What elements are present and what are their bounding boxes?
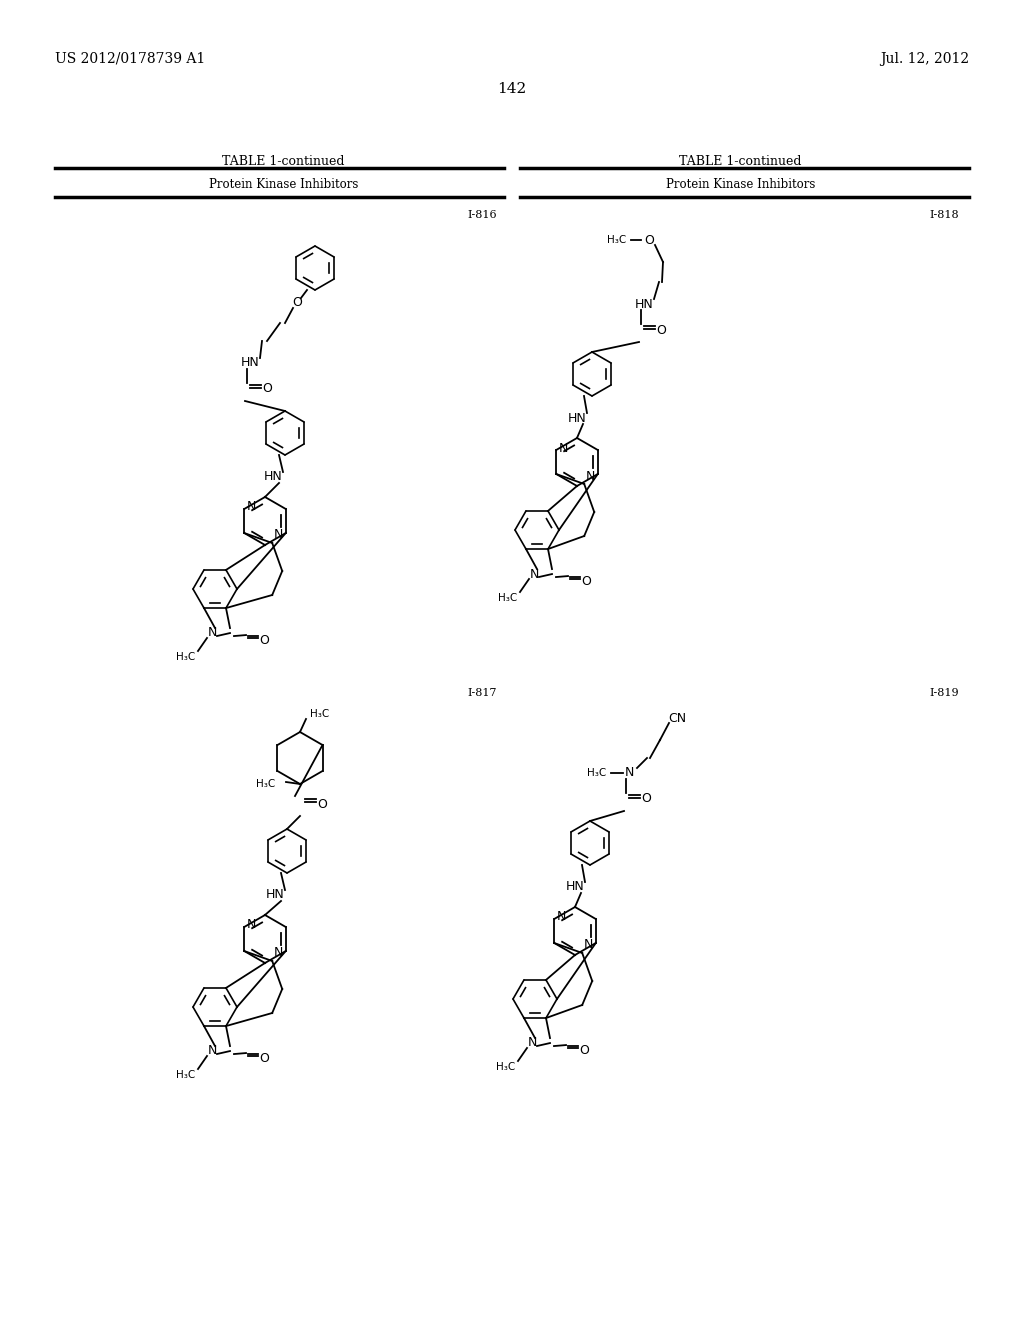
Text: O: O bbox=[581, 574, 591, 587]
Text: H₃C: H₃C bbox=[499, 593, 517, 603]
Text: N: N bbox=[586, 470, 596, 483]
Text: US 2012/0178739 A1: US 2012/0178739 A1 bbox=[55, 51, 205, 66]
Text: 142: 142 bbox=[498, 82, 526, 96]
Text: N: N bbox=[274, 946, 284, 960]
Text: CN: CN bbox=[668, 711, 686, 725]
Text: N: N bbox=[529, 568, 539, 581]
Text: O: O bbox=[259, 1052, 269, 1064]
Text: O: O bbox=[259, 634, 269, 647]
Text: N: N bbox=[527, 1036, 537, 1049]
Text: H₃C: H₃C bbox=[588, 768, 606, 777]
Text: N: N bbox=[274, 528, 284, 541]
Text: O: O bbox=[579, 1044, 589, 1056]
Text: HN: HN bbox=[565, 880, 585, 894]
Text: N: N bbox=[625, 767, 634, 780]
Text: O: O bbox=[317, 797, 327, 810]
Text: TABLE 1-continued: TABLE 1-continued bbox=[679, 154, 802, 168]
Text: N: N bbox=[558, 441, 568, 454]
Text: TABLE 1-continued: TABLE 1-continued bbox=[222, 154, 345, 168]
Text: O: O bbox=[292, 297, 302, 309]
Text: N: N bbox=[207, 1044, 217, 1057]
Text: H₃C: H₃C bbox=[176, 1071, 196, 1080]
Text: H₃C: H₃C bbox=[497, 1063, 516, 1072]
Text: O: O bbox=[641, 792, 651, 805]
Text: HN: HN bbox=[567, 412, 587, 425]
Text: H₃C: H₃C bbox=[607, 235, 627, 246]
Text: Protein Kinase Inhibitors: Protein Kinase Inhibitors bbox=[666, 178, 815, 191]
Text: HN: HN bbox=[263, 470, 283, 483]
Text: O: O bbox=[262, 383, 272, 396]
Text: HN: HN bbox=[241, 356, 259, 370]
Text: Jul. 12, 2012: Jul. 12, 2012 bbox=[880, 51, 969, 66]
Text: N: N bbox=[207, 627, 217, 639]
Text: O: O bbox=[644, 234, 654, 247]
Text: H₃C: H₃C bbox=[310, 709, 330, 719]
Text: HN: HN bbox=[635, 297, 653, 310]
Text: HN: HN bbox=[265, 888, 285, 902]
Text: I-816: I-816 bbox=[467, 210, 497, 220]
Text: H₃C: H₃C bbox=[176, 652, 196, 663]
Text: H₃C: H₃C bbox=[256, 779, 275, 789]
Text: N: N bbox=[556, 911, 566, 924]
Text: N: N bbox=[247, 919, 256, 932]
Text: N: N bbox=[247, 500, 256, 513]
Text: N: N bbox=[584, 939, 594, 952]
Text: I-817: I-817 bbox=[468, 688, 497, 698]
Text: Protein Kinase Inhibitors: Protein Kinase Inhibitors bbox=[209, 178, 358, 191]
Text: I-819: I-819 bbox=[930, 688, 959, 698]
Text: O: O bbox=[656, 323, 666, 337]
Text: I-818: I-818 bbox=[930, 210, 959, 220]
